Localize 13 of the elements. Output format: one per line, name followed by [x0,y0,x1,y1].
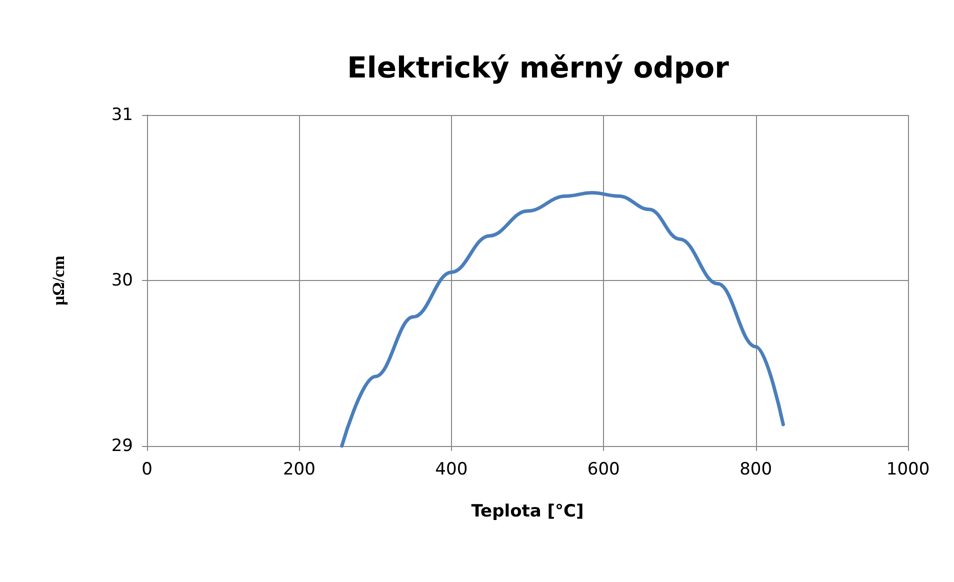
line-series [340,191,785,448]
x-tick-label: 400 [435,460,468,480]
x-tick-label: 600 [587,460,620,480]
x-axis-title: Teplota [°C] [471,502,584,522]
chart-title: Elektrický měrný odpor [347,50,730,84]
y-tick-label: 30 [111,270,133,290]
y-axis-title: μΩ/cm [49,256,68,306]
x-tick-label: 0 [142,460,152,480]
x-tick-label: 800 [740,460,772,480]
y-tick-label: 29 [111,436,133,456]
x-tick-label: 200 [282,460,316,480]
x-tick-label: 1000 [886,460,930,480]
y-tick-label: 31 [111,105,133,125]
